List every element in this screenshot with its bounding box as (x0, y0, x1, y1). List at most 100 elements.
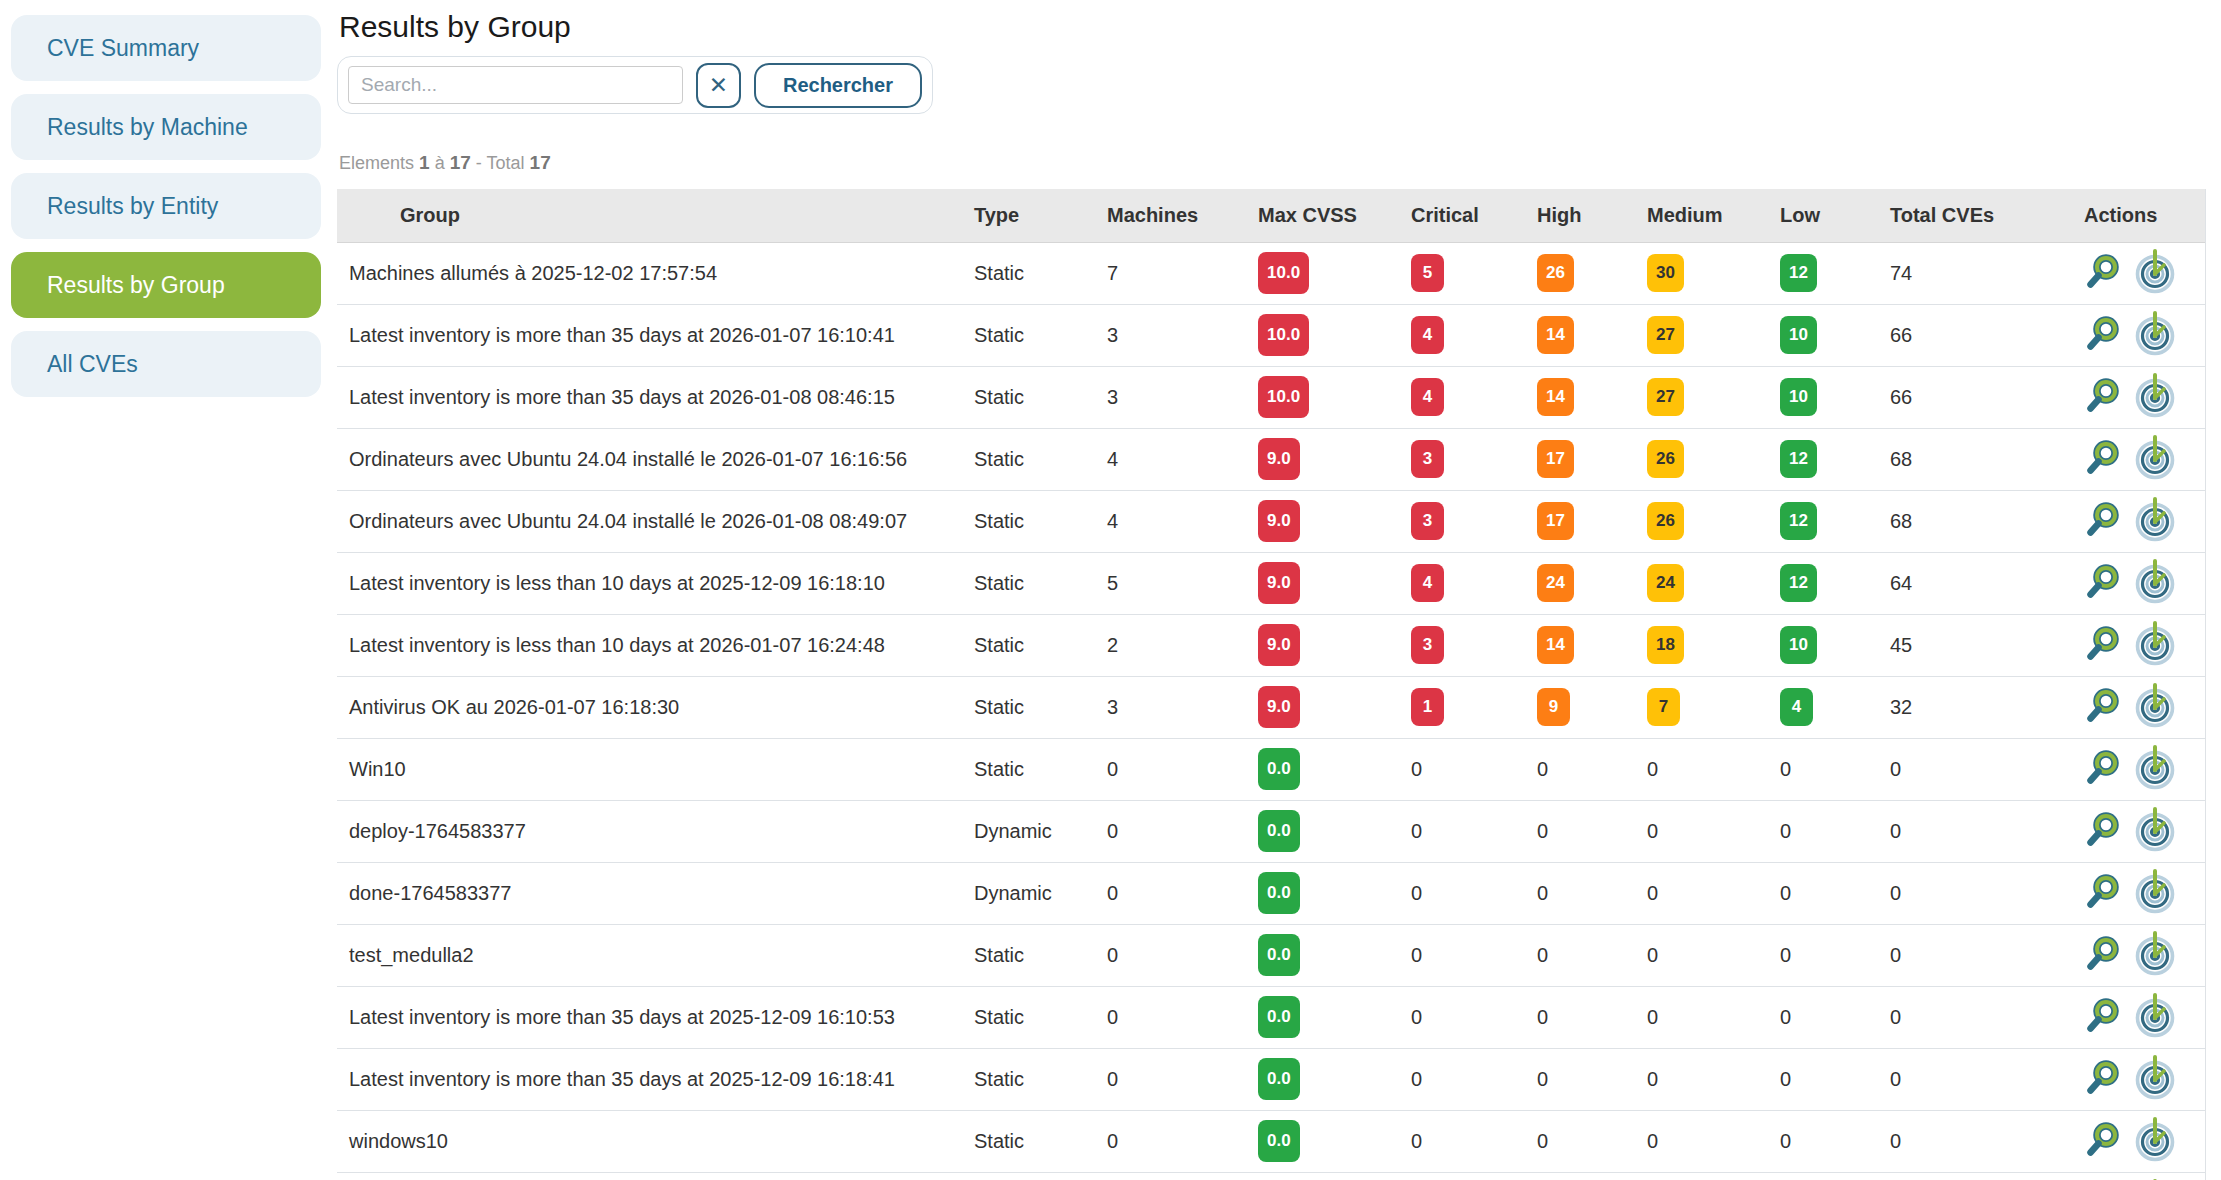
high-count-cell: 17 (1525, 490, 1635, 552)
scan-button[interactable] (2133, 311, 2178, 359)
machines-count-cell: 7 (1095, 242, 1246, 304)
count-badge: 26 (1647, 440, 1684, 478)
scan-button[interactable] (2133, 683, 2178, 731)
table-row: Latest inventory is more than 35 days at… (337, 304, 2205, 366)
view-details-button[interactable] (2084, 563, 2121, 603)
count-badge: 5 (1411, 254, 1444, 292)
scan-button[interactable] (2133, 1117, 2178, 1165)
scan-button[interactable] (2133, 621, 2178, 669)
count-badge: 24 (1647, 564, 1684, 602)
total-cves-cell: 0 (1878, 924, 2072, 986)
column-header-group: Group (337, 189, 962, 242)
max-cvss-cell: 9.0 (1246, 552, 1399, 614)
x-icon: ✕ (709, 74, 728, 97)
column-header-low: Low (1768, 189, 1878, 242)
count-badge: 17 (1537, 440, 1574, 478)
type-cell: Static (962, 242, 1095, 304)
target-scan-icon (2133, 282, 2178, 297)
table-header: GroupTypeMachinesMax CVSSCriticalHighMed… (337, 189, 2205, 242)
scan-button[interactable] (2133, 435, 2178, 483)
scan-button[interactable] (2133, 869, 2178, 917)
high-count-cell: 0 (1525, 738, 1635, 800)
group-name-cell: deploy-1764583377 (337, 800, 962, 862)
view-details-button[interactable] (2084, 253, 2121, 293)
low-count-cell: 0 (1768, 800, 1878, 862)
actions-cell (2072, 552, 2205, 614)
column-header-medium: Medium (1635, 189, 1768, 242)
machines-count-cell: 5 (1095, 552, 1246, 614)
total-cves-cell: 66 (1878, 304, 2072, 366)
low-count-cell: 0 (1768, 986, 1878, 1048)
sidebar-item-label: CVE Summary (47, 35, 199, 62)
view-details-button[interactable] (2084, 873, 2121, 913)
view-details-button[interactable] (2084, 1059, 2121, 1099)
view-details-button[interactable] (2084, 997, 2121, 1037)
magnifier-icon (2084, 402, 2121, 417)
high-count-cell: 0 (1525, 1048, 1635, 1110)
high-count-cell: 0 (1525, 1110, 1635, 1172)
high-count-cell: 0 (1525, 924, 1635, 986)
max-cvss-badge: 0.0 (1258, 1120, 1300, 1162)
magnifier-icon (2084, 650, 2121, 665)
type-cell: Static (962, 614, 1095, 676)
low-count-cell: 0 (1768, 924, 1878, 986)
table-row: Latest inventory is more than 35 days at… (337, 986, 2205, 1048)
scan-button[interactable] (2133, 1055, 2178, 1103)
high-count-cell: 0 (1525, 800, 1635, 862)
sidebar-item-results-by-group[interactable]: Results by Group (11, 252, 321, 318)
target-scan-icon (2133, 1088, 2178, 1103)
machines-count-cell: 0 (1095, 738, 1246, 800)
actions-cell (2072, 490, 2205, 552)
view-details-button[interactable] (2084, 439, 2121, 479)
medium-count-cell: 7 (1635, 676, 1768, 738)
view-details-button[interactable] (2084, 687, 2121, 727)
medium-count-cell: 24 (1635, 552, 1768, 614)
scan-button[interactable] (2133, 559, 2178, 607)
low-count-cell: 12 (1768, 242, 1878, 304)
max-cvss-badge: 0.0 (1258, 872, 1300, 914)
scan-button[interactable] (2133, 807, 2178, 855)
view-details-button[interactable] (2084, 811, 2121, 851)
view-details-button[interactable] (2084, 1121, 2121, 1161)
rechercher-button[interactable]: Rechercher (754, 63, 922, 108)
search-input[interactable] (348, 66, 683, 104)
total-cves-cell: 0 (1878, 862, 2072, 924)
type-cell: Static (962, 1048, 1095, 1110)
table-row: windows10 Static 0 0.0 0 0 0 0 0 (337, 1110, 2205, 1172)
scan-button[interactable] (2133, 993, 2178, 1041)
scan-button[interactable] (2133, 373, 2178, 421)
view-details-button[interactable] (2084, 935, 2121, 975)
max-cvss-cell: 0.0 (1246, 924, 1399, 986)
scan-button[interactable] (2133, 745, 2178, 793)
group-name-cell: windows10 (337, 1110, 962, 1172)
view-details-button[interactable] (2084, 625, 2121, 665)
target-scan-icon (2133, 1026, 2178, 1041)
sidebar-item-results-by-machine[interactable]: Results by Machine (11, 94, 321, 160)
actions-cell (2072, 242, 2205, 304)
view-details-button[interactable] (2084, 501, 2121, 541)
scan-button[interactable] (2133, 249, 2178, 297)
total-cves-cell: 0 (1878, 1048, 2072, 1110)
sidebar-item-results-by-entity[interactable]: Results by Entity (11, 173, 321, 239)
scan-button[interactable] (2133, 497, 2178, 545)
machines-count-cell: 3 (1095, 304, 1246, 366)
sidebar-item-all-cves[interactable]: All CVEs (11, 331, 321, 397)
type-cell: Dynamic (962, 862, 1095, 924)
count-badge: 12 (1780, 440, 1817, 478)
type-cell: Static (962, 366, 1095, 428)
critical-count-cell: 0 (1399, 986, 1525, 1048)
actions-cell (2072, 862, 2205, 924)
view-details-button[interactable] (2084, 315, 2121, 355)
pagination-total-label: - Total (476, 153, 525, 173)
low-count-cell: 0 (1768, 1048, 1878, 1110)
max-cvss-badge: 0.0 (1258, 748, 1300, 790)
view-details-button[interactable] (2084, 749, 2121, 789)
clear-search-button[interactable]: ✕ (696, 63, 741, 108)
sidebar-item-cve-summary[interactable]: CVE Summary (11, 15, 321, 81)
machines-count-cell: 0 (1095, 986, 1246, 1048)
count-badge: 4 (1411, 564, 1444, 602)
medium-count-cell: 0 (1635, 1110, 1768, 1172)
total-cves-cell: 0 (1878, 1110, 2072, 1172)
view-details-button[interactable] (2084, 377, 2121, 417)
scan-button[interactable] (2133, 931, 2178, 979)
